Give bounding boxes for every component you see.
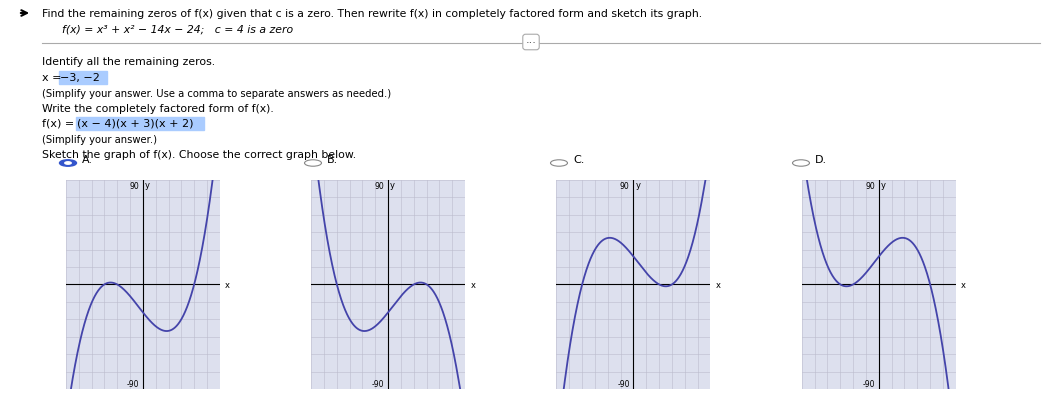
Bar [59,72,107,85]
Text: Write the completely factored form of f(x).: Write the completely factored form of f(… [42,104,274,114]
Text: 90: 90 [375,182,384,191]
Text: x: x [470,280,476,289]
Text: -90: -90 [862,379,875,388]
Text: D.: D. [815,155,827,164]
Text: 90: 90 [866,182,875,191]
Text: f(x) = x³ + x² − 14x − 24;   c = 4 is a zero: f(x) = x³ + x² − 14x − 24; c = 4 is a ze… [62,24,293,34]
Text: x =: x = [42,73,65,83]
Text: y: y [144,180,150,189]
Text: 90: 90 [130,182,139,191]
Text: y: y [635,180,640,189]
Text: -90: -90 [617,379,630,388]
Text: -90: -90 [126,379,139,388]
Text: y: y [880,180,886,189]
Text: −3, −2: −3, −2 [59,73,100,83]
Bar [76,118,204,131]
Text: C.: C. [573,155,584,164]
Text: Identify all the remaining zeros.: Identify all the remaining zeros. [42,57,216,67]
Text: x: x [225,280,230,289]
Text: x: x [961,280,966,289]
Text: Find the remaining zeros of f(x) given that c is a zero. Then rewrite f(x) in co: Find the remaining zeros of f(x) given t… [42,9,702,19]
Text: -90: -90 [372,379,384,388]
Text: B.: B. [327,155,339,164]
Text: f(x) =: f(x) = [42,119,78,129]
Text: (Simplify your answer. Use a comma to separate answers as needed.): (Simplify your answer. Use a comma to se… [42,89,391,99]
Text: Sketch the graph of f(x). Choose the correct graph below.: Sketch the graph of f(x). Choose the cor… [42,150,356,160]
Text: ···: ··· [526,38,536,48]
Text: 90: 90 [620,182,630,191]
Text: (x − 4)(x + 3)(x + 2): (x − 4)(x + 3)(x + 2) [78,119,193,129]
Text: (Simplify your answer.): (Simplify your answer.) [42,135,157,145]
Text: A.: A. [82,155,93,164]
Text: x: x [716,280,721,289]
Text: y: y [390,180,395,189]
